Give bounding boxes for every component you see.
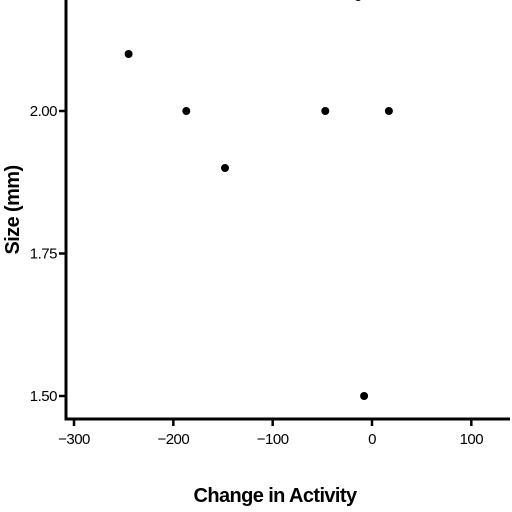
x-axis-title: Change in Activity — [194, 485, 358, 507]
data-point — [321, 107, 330, 115]
data-point — [182, 107, 191, 115]
x-tick-label: −100 — [257, 431, 289, 448]
y-tick-label: 2.00 — [30, 103, 57, 120]
data-points — [124, 0, 393, 400]
x-tick-label: 0 — [368, 431, 376, 448]
x-tick-label: −200 — [157, 431, 189, 448]
data-point — [221, 164, 229, 172]
y-tick-label: 1.75 — [30, 246, 57, 263]
x-tick-label: 100 — [460, 431, 484, 448]
data-point — [384, 107, 393, 115]
data-point — [360, 392, 369, 400]
data-point — [124, 50, 133, 58]
x-axis: −300 −200 −100 0 100 — [58, 417, 510, 448]
y-axis-title: Size (mm) — [2, 165, 24, 254]
data-point — [355, 0, 361, 1]
y-tick-label: 1.50 — [30, 388, 57, 405]
x-tick-label: −300 — [58, 431, 90, 448]
y-axis: 1.501.752.002.252.502.75 — [30, 0, 68, 419]
